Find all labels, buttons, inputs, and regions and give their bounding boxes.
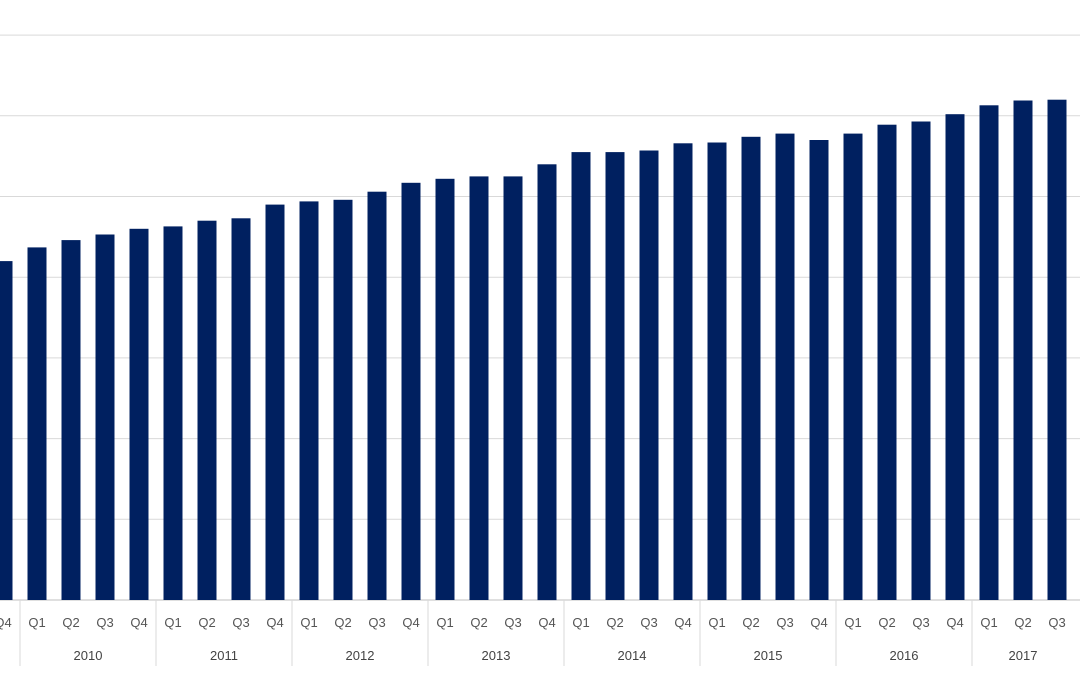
bar bbox=[809, 140, 829, 600]
x-tick-label: Q2 bbox=[470, 615, 487, 630]
x-tick-label: Q1 bbox=[300, 615, 317, 630]
bar bbox=[231, 218, 251, 601]
x-group-label: 2010 bbox=[74, 648, 103, 663]
bar bbox=[945, 114, 965, 600]
bars bbox=[0, 99, 1067, 601]
bar bbox=[265, 204, 285, 600]
bar bbox=[401, 182, 421, 601]
x-group-label: 2017 bbox=[1009, 648, 1038, 663]
x-tick-label: Q2 bbox=[1014, 615, 1031, 630]
bar bbox=[0, 261, 13, 600]
x-tick-label: Q4 bbox=[266, 615, 283, 630]
bar bbox=[299, 201, 319, 600]
bar bbox=[197, 220, 217, 600]
bar bbox=[843, 133, 863, 600]
bar bbox=[673, 143, 693, 601]
x-tick-label: Q3 bbox=[1048, 615, 1065, 630]
x-tick-label: Q3 bbox=[776, 615, 793, 630]
x-tick-label: Q4 bbox=[130, 615, 147, 630]
x-tick-label: Q3 bbox=[232, 615, 249, 630]
x-tick-label: Q3 bbox=[504, 615, 521, 630]
x-tick-label: Q4 bbox=[946, 615, 963, 630]
x-tick-label: Q1 bbox=[572, 615, 589, 630]
bar bbox=[95, 234, 115, 600]
x-tick-label: Q1 bbox=[28, 615, 45, 630]
bar bbox=[911, 121, 931, 600]
bar bbox=[1047, 99, 1067, 600]
x-tick-label: Q2 bbox=[606, 615, 623, 630]
x-tick-label: Q2 bbox=[198, 615, 215, 630]
bar bbox=[503, 176, 523, 600]
x-tick-label: Q3 bbox=[368, 615, 385, 630]
bar bbox=[707, 142, 727, 600]
bar bbox=[775, 133, 795, 600]
bar bbox=[367, 191, 387, 600]
bar bbox=[537, 164, 557, 601]
x-group-label: 2014 bbox=[618, 648, 647, 663]
bar bbox=[979, 105, 999, 601]
bar bbox=[1013, 100, 1033, 600]
x-tick-label: Q2 bbox=[334, 615, 351, 630]
x-tick-label: Q4 bbox=[674, 615, 691, 630]
x-tick-label: Q2 bbox=[878, 615, 895, 630]
bar bbox=[639, 150, 659, 600]
bar bbox=[61, 240, 81, 600]
x-tick-label: Q2 bbox=[742, 615, 759, 630]
x-tick-label: Q4 bbox=[0, 615, 12, 630]
x-tick-label: Q1 bbox=[436, 615, 453, 630]
bar bbox=[469, 176, 489, 600]
x-group-label: 2012 bbox=[346, 648, 375, 663]
bar bbox=[333, 199, 353, 601]
bar bbox=[877, 124, 897, 600]
x-tick-label: Q3 bbox=[912, 615, 929, 630]
bar bbox=[741, 136, 761, 601]
x-tick-label: Q1 bbox=[164, 615, 181, 630]
bar bbox=[605, 152, 625, 600]
x-group-label: 2013 bbox=[482, 648, 511, 663]
x-tick-label: Q2 bbox=[62, 615, 79, 630]
x-tick-label: Q1 bbox=[708, 615, 725, 630]
x-tick-label: Q1 bbox=[980, 615, 997, 630]
x-tick-label: Q1 bbox=[844, 615, 861, 630]
x-tick-label: Q3 bbox=[640, 615, 657, 630]
x-group-label: 2011 bbox=[210, 648, 238, 663]
x-tick-label: Q4 bbox=[402, 615, 419, 630]
bar bbox=[163, 226, 183, 600]
bar bbox=[27, 247, 47, 600]
x-axis: Q4 Q1 Q2 Q3 Q4 2010 Q1 Q2 Q3 Q4 2011 Q1 Q2 Q3 Q4 2012 Q1… bbox=[0, 600, 1066, 666]
x-tick-label: Q3 bbox=[96, 615, 113, 630]
bar bbox=[129, 228, 149, 601]
bar bbox=[571, 152, 591, 600]
bar bbox=[435, 178, 455, 601]
x-tick-label: Q4 bbox=[810, 615, 827, 630]
x-group-label: 2015 bbox=[754, 648, 783, 663]
x-tick-label: Q4 bbox=[538, 615, 555, 630]
x-group-label: 2016 bbox=[890, 648, 919, 663]
